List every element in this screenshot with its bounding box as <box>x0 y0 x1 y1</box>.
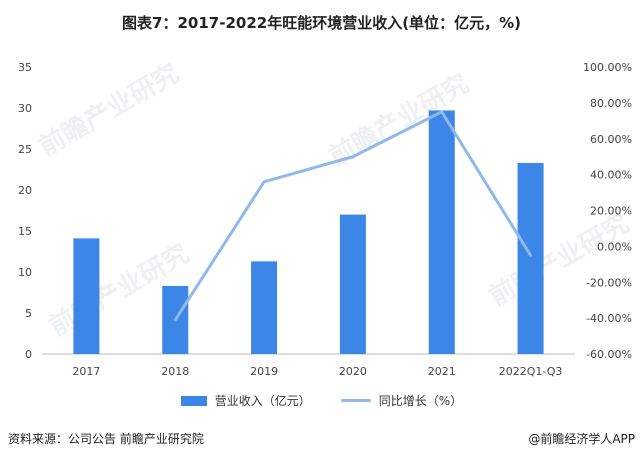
x-tick-label: 2022Q1-Q3 <box>499 365 563 378</box>
bar <box>339 214 366 354</box>
x-tick-label: 2018 <box>161 365 189 378</box>
x-tick-label: 2019 <box>250 365 278 378</box>
combo-chart: 0 5 10 15 20 25 30 35 -60.00% -40.00% -20.00% 0.00%… <box>18 61 632 378</box>
growth-line <box>173 110 533 322</box>
y2-tick-label: -20.00% <box>586 276 632 289</box>
legend-label-revenue: 营业收入（亿元） <box>214 394 311 408</box>
y2-tick-label: -40.00% <box>586 312 632 325</box>
x-tick-label: 2021 <box>428 365 456 378</box>
y2-tick-label: -60.00% <box>586 348 632 361</box>
bar <box>73 238 100 354</box>
y2-tick-label: 0.00% <box>597 240 632 253</box>
source-note: 资料来源：公司公告 前瞻产业研究院 <box>8 432 204 446</box>
y2-tick-label: 80.00% <box>590 97 632 110</box>
brand-credit: @前瞻经济学人APP <box>528 432 635 446</box>
chart-title: 图表7：2017-2022年旺能环境营业收入(单位：亿元，%) <box>122 14 521 32</box>
bar <box>428 110 455 355</box>
footer: 资料来源：公司公告 前瞻产业研究院 @前瞻经济学人APP <box>0 430 643 448</box>
legend-line-swatch <box>340 399 371 402</box>
y-tick-label: 5 <box>25 307 32 320</box>
legend-item-growth: 同比增长（%） <box>340 392 463 409</box>
y-tick-label: 35 <box>18 61 32 74</box>
y-tick-label: 30 <box>18 102 32 115</box>
legend-bar-swatch <box>180 395 207 406</box>
y2-tick-label: 100.00% <box>583 61 632 74</box>
y2-tick-label: 20.00% <box>590 205 632 218</box>
y-tick-label: 0 <box>25 348 32 361</box>
y2-tick-label: 60.00% <box>590 133 632 146</box>
x-tick-label: 2017 <box>72 365 100 378</box>
x-tick-label: 2020 <box>339 365 367 378</box>
y-tick-label: 25 <box>18 143 32 156</box>
chart-legend: 营业收入（亿元） 同比增长（%） <box>0 392 643 409</box>
y-tick-label: 10 <box>18 266 32 279</box>
legend-item-revenue: 营业收入（亿元） <box>180 392 311 409</box>
y-tick-label: 15 <box>18 225 32 238</box>
y2-tick-label: 40.00% <box>590 169 632 182</box>
bar <box>517 162 544 354</box>
bar <box>251 261 278 354</box>
y-tick-label: 20 <box>18 184 32 197</box>
legend-label-growth: 同比增长（%） <box>378 394 463 408</box>
